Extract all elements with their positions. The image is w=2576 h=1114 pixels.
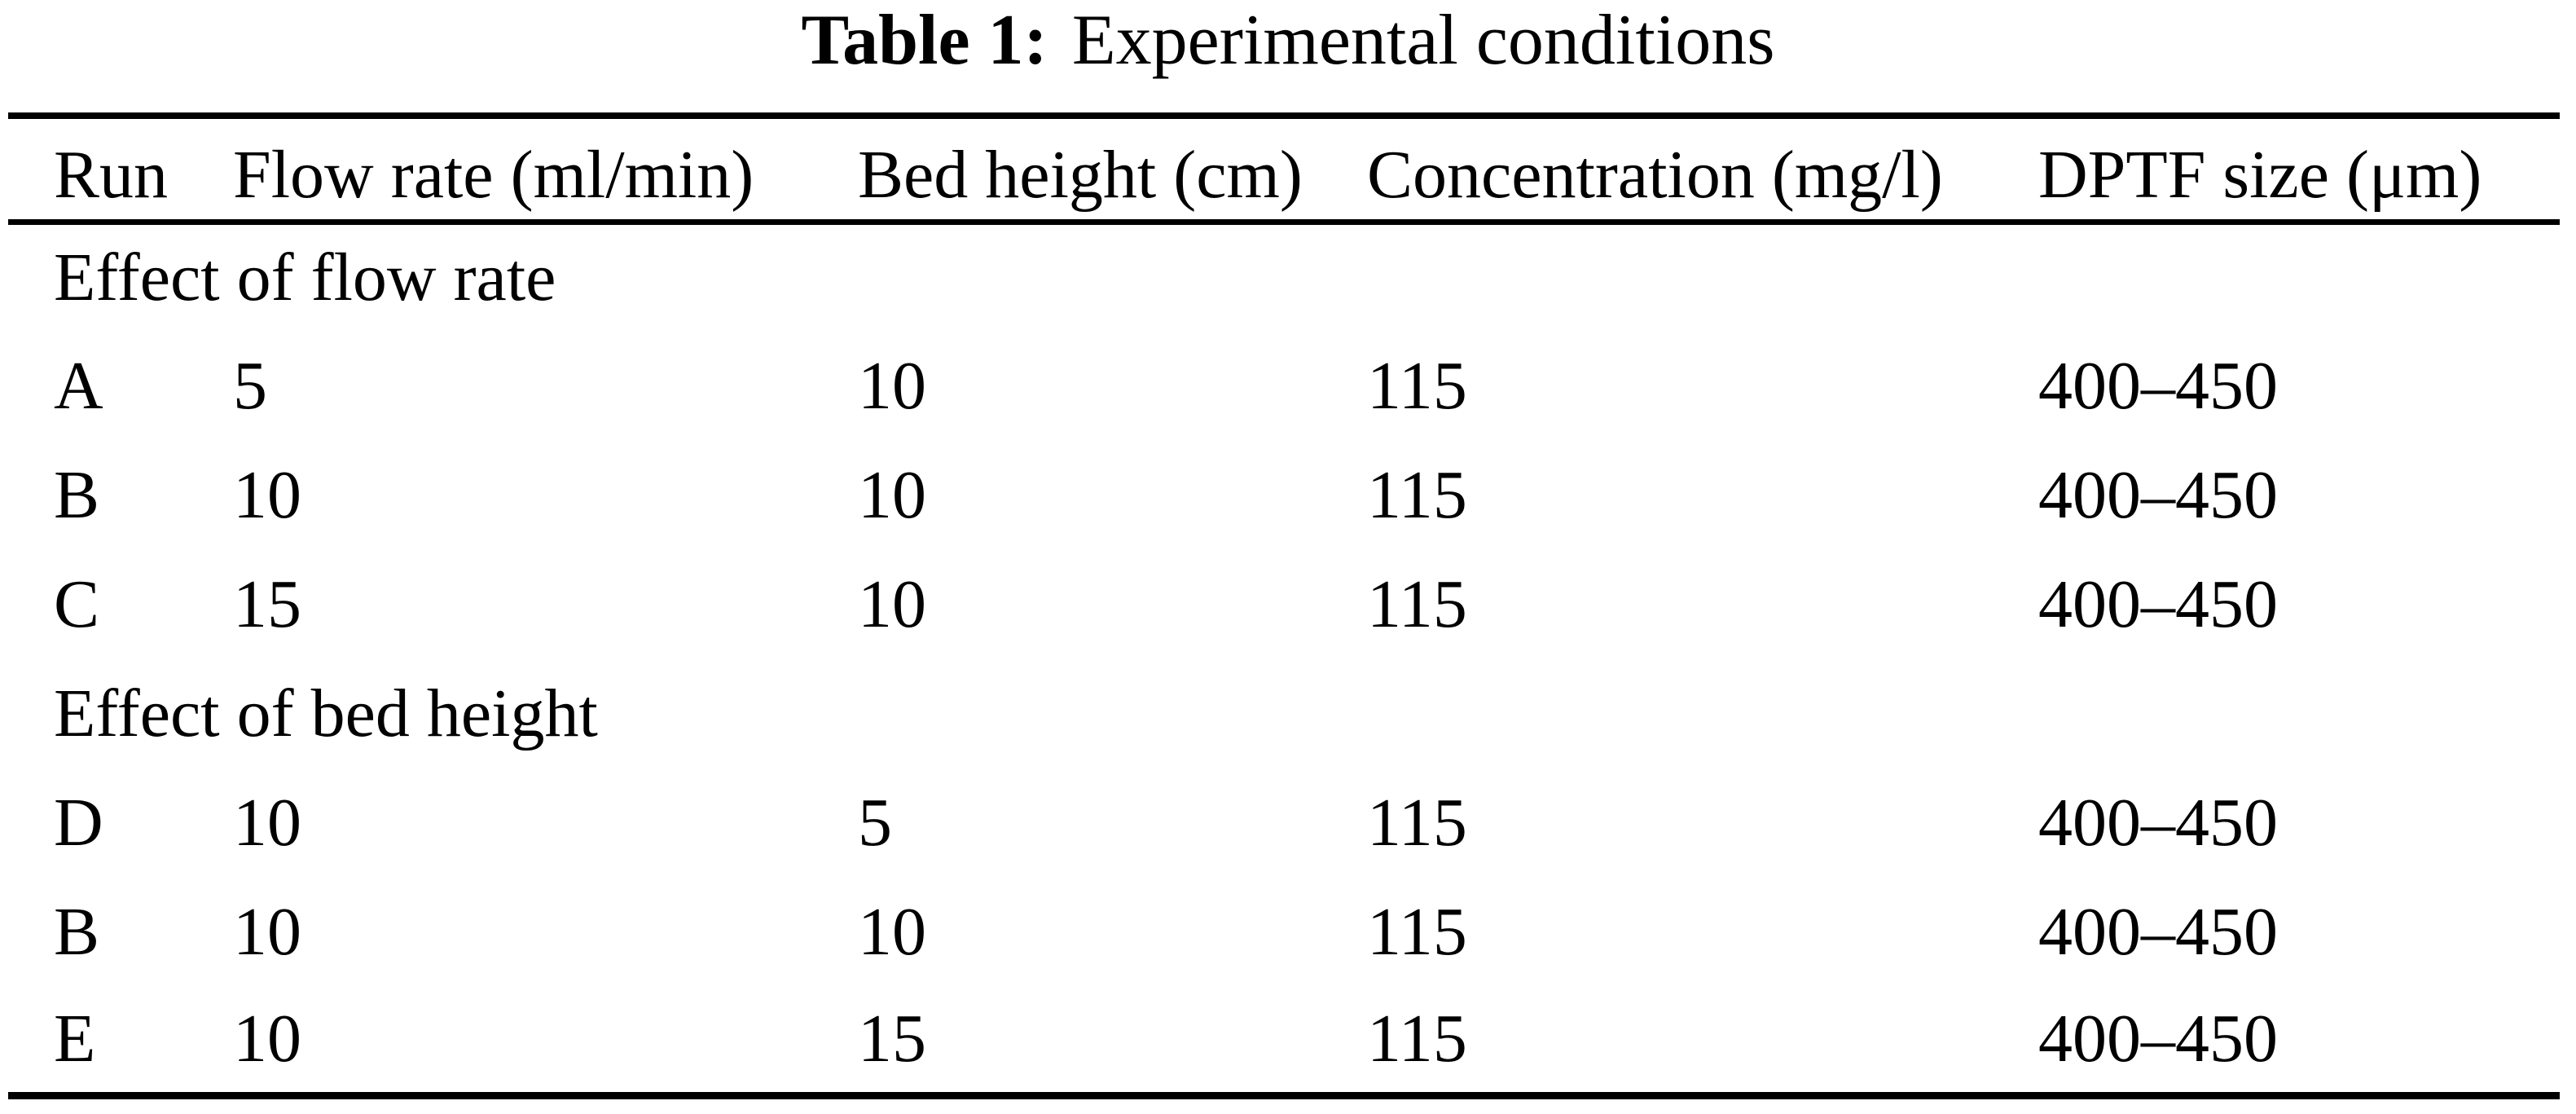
run-cell: C	[54, 566, 100, 642]
run-cell: B	[54, 456, 100, 533]
concentration-cell: 115	[1367, 1001, 1467, 1077]
bed-height-cell: 10	[858, 347, 926, 424]
dptf-size-cell: 400–450	[2038, 1001, 2278, 1077]
table-row: B 10 10 115 400–450	[8, 440, 2560, 549]
concentration-cell: 115	[1367, 347, 1467, 424]
table-row: B 10 10 115 400–450	[8, 877, 2560, 986]
run-cell: A	[54, 347, 103, 424]
concentration-cell: 115	[1367, 566, 1467, 642]
column-header-dptf-size: DPTF size (μm)	[2038, 136, 2482, 213]
bed-height-cell: 5	[858, 784, 892, 861]
flow-rate-cell: 10	[233, 784, 301, 861]
section-label: Effect of bed height	[54, 675, 598, 751]
bed-height-cell: 15	[858, 1001, 926, 1077]
column-header-bed-height: Bed height (cm)	[858, 136, 1303, 213]
experimental-conditions-table: Run Flow rate (ml/min) Bed height (cm) C…	[8, 112, 2560, 1099]
dptf-size-cell: 400–450	[2038, 456, 2278, 533]
section-header-row: Effect of bed height	[8, 658, 2560, 768]
table-caption: Table 1: Experimental conditions	[0, 0, 2576, 86]
concentration-cell: 115	[1367, 456, 1467, 533]
column-header-flow-rate: Flow rate (ml/min)	[233, 136, 754, 213]
column-header-run: Run	[54, 136, 169, 213]
flow-rate-cell: 15	[233, 566, 301, 642]
table-row: A 5 10 115 400–450	[8, 331, 2560, 440]
bed-height-cell: 10	[858, 456, 926, 533]
section-header-row: Effect of flow rate	[8, 222, 2560, 331]
concentration-cell: 115	[1367, 784, 1467, 861]
dptf-size-cell: 400–450	[2038, 784, 2278, 861]
flow-rate-cell: 10	[233, 893, 301, 970]
run-cell: E	[54, 1001, 96, 1077]
flow-rate-cell: 10	[233, 1001, 301, 1077]
header-row: Run Flow rate (ml/min) Bed height (cm) C…	[8, 116, 2560, 222]
concentration-cell: 115	[1367, 893, 1467, 970]
column-header-concentration: Concentration (mg/l)	[1367, 136, 1943, 213]
bed-height-cell: 10	[858, 893, 926, 970]
table-row: D 10 5 115 400–450	[8, 768, 2560, 877]
dptf-size-cell: 400–450	[2038, 893, 2278, 970]
dptf-size-cell: 400–450	[2038, 566, 2278, 642]
flow-rate-cell: 10	[233, 456, 301, 533]
table-row: E 10 15 115 400–450	[8, 986, 2560, 1095]
dptf-size-cell: 400–450	[2038, 347, 2278, 424]
table-caption-label: Table 1:	[801, 1, 1048, 80]
run-cell: D	[54, 784, 103, 861]
run-cell: B	[54, 893, 100, 970]
section-label: Effect of flow rate	[54, 240, 556, 316]
bed-height-cell: 10	[858, 566, 926, 642]
table-row: C 15 10 115 400–450	[8, 549, 2560, 658]
flow-rate-cell: 5	[233, 347, 267, 424]
table-caption-text: Experimental conditions	[1071, 1, 1775, 80]
